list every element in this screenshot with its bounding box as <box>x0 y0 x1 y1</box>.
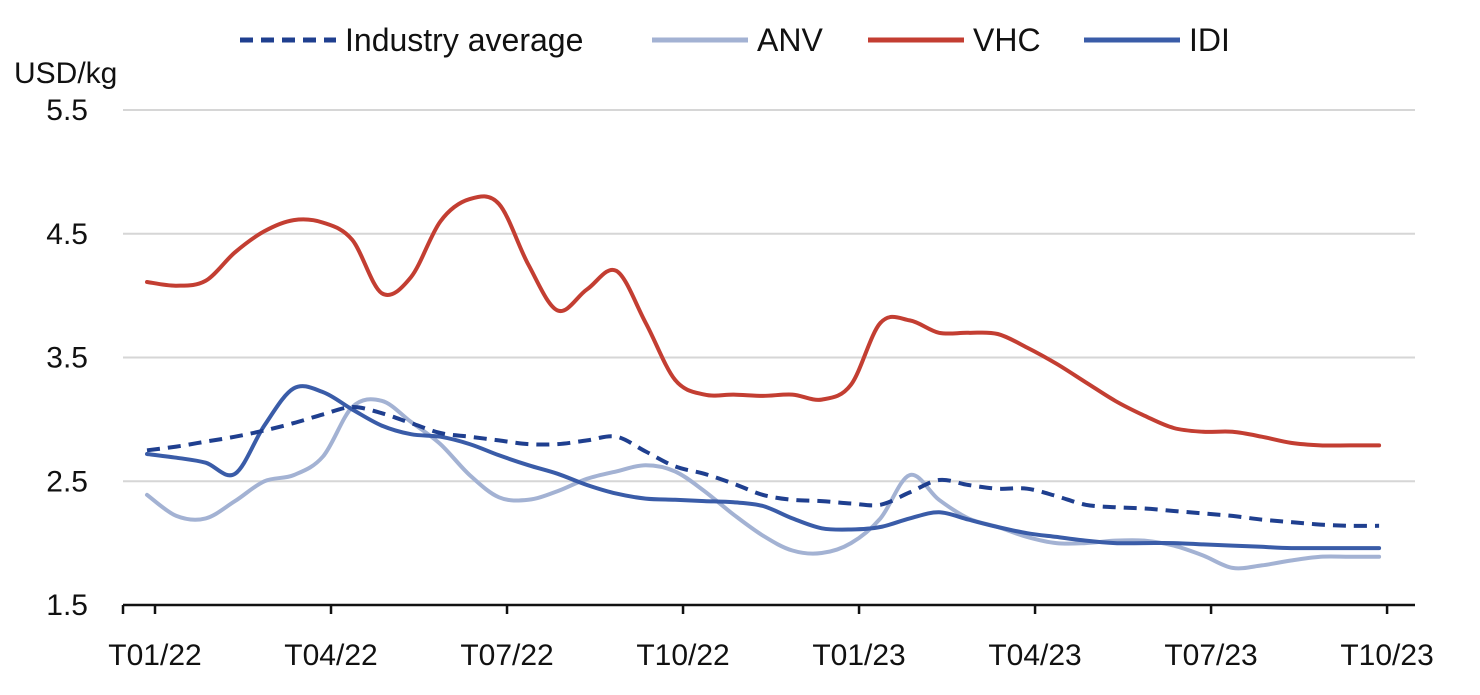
legend: Industry average ANV VHC IDI <box>240 22 1230 58</box>
x-axis: T01/22 T04/22 T07/22 T10/22 T01/23 T04/23 T07/… <box>108 603 1434 672</box>
x-tick-label: T10/22 <box>636 639 729 672</box>
x-tick-label: T01/22 <box>108 639 201 672</box>
series-line-idi <box>145 384 1382 551</box>
y-axis-unit-label: USD/kg <box>14 57 117 90</box>
legend-label: IDI <box>1189 22 1230 58</box>
x-tick-label: T10/23 <box>1340 639 1433 672</box>
legend-item-industry-average: Industry average <box>240 22 583 58</box>
gridlines <box>123 109 1415 483</box>
legend-label: VHC <box>973 22 1041 58</box>
y-tick-label: 4.5 <box>46 218 88 251</box>
legend-label: Industry average <box>345 22 583 58</box>
legend-label: ANV <box>757 22 823 58</box>
legend-item-anv: ANV <box>652 22 823 58</box>
y-tick-label: 3.5 <box>46 342 88 375</box>
x-tick-label: T01/23 <box>812 639 905 672</box>
legend-item-idi: IDI <box>1084 22 1230 58</box>
series-line-industry-average <box>146 404 1380 528</box>
y-tick-label: 1.5 <box>46 589 88 622</box>
y-tick-label: 2.5 <box>46 465 88 498</box>
y-axis-tick-labels: 5.5 4.5 3.5 2.5 1.5 <box>46 94 88 622</box>
series-lines <box>145 194 1382 571</box>
x-tick-label: T04/22 <box>284 639 377 672</box>
legend-item-vhc: VHC <box>868 22 1041 58</box>
series-line-vhc <box>145 194 1382 448</box>
y-tick-label: 5.5 <box>46 94 88 127</box>
x-tick-label: T04/23 <box>988 639 1081 672</box>
x-tick-label: T07/22 <box>460 639 553 672</box>
x-tick-label: T07/23 <box>1164 639 1257 672</box>
